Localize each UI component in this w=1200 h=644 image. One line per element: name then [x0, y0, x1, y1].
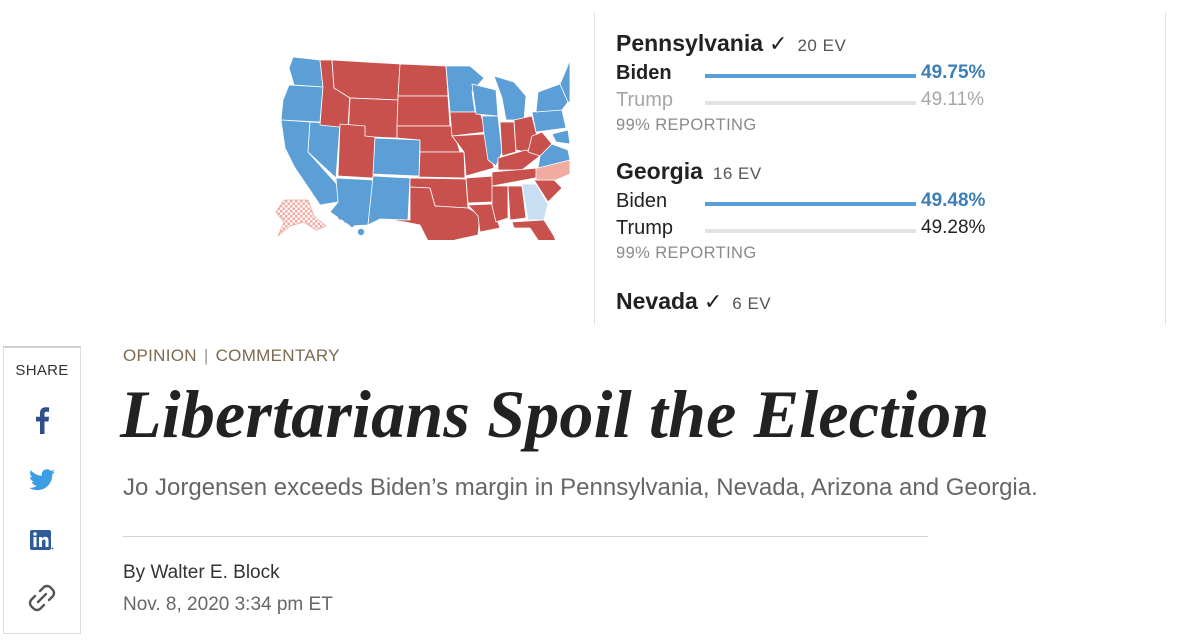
- candidate-name: Biden: [616, 190, 668, 212]
- candidate-row-biden: Biden 49.48%: [616, 188, 1016, 215]
- candidate-name: Biden: [616, 62, 672, 84]
- vote-share-bar: [705, 101, 916, 105]
- facebook-icon: [36, 407, 50, 434]
- reporting-status: 99% REPORTING: [616, 244, 757, 262]
- state-texas[interactable]: [387, 186, 481, 240]
- state-south-dakota[interactable]: [396, 95, 451, 127]
- candidate-row-biden: Biden 49.75%: [616, 60, 1016, 87]
- called-check-icon: ✓: [769, 31, 788, 56]
- vote-share-bar: [705, 74, 916, 78]
- us-election-map[interactable]: [270, 40, 570, 240]
- vote-share-percent: 49.28%: [921, 217, 986, 238]
- linkedin-icon: [30, 530, 54, 550]
- reporting-status: 99% REPORTING: [616, 116, 757, 134]
- state-wisconsin[interactable]: [471, 83, 499, 117]
- state-pennsylvania[interactable]: [531, 109, 567, 133]
- share-twitter-button[interactable]: [4, 458, 80, 502]
- race-georgia[interactable]: Georgia 16 EV Biden 49.48% Trump 49.28% …: [616, 158, 1016, 263]
- header-divider: [123, 536, 928, 537]
- state-michigan[interactable]: [493, 75, 527, 121]
- state-indiana[interactable]: [499, 121, 517, 157]
- section-link-commentary[interactable]: COMMENTARY: [215, 346, 340, 365]
- state-alaska[interactable]: [275, 199, 327, 237]
- vote-share-bar: [705, 229, 916, 233]
- vote-share-percent: 49.48%: [921, 190, 986, 211]
- called-check-icon: ✓: [703, 289, 723, 314]
- section-separator: |: [203, 346, 209, 365]
- candidate-name: Trump: [616, 217, 674, 239]
- state-new-england[interactable]: [559, 59, 570, 103]
- article-dek: Jo Jorgensen exceeds Biden’s margin in P…: [123, 474, 1038, 501]
- state-name: Georgia: [616, 158, 703, 184]
- vote-share-percent: 49.11%: [921, 89, 985, 110]
- state-utah[interactable]: [337, 123, 376, 179]
- section-link-opinion[interactable]: OPINION: [123, 346, 197, 365]
- electoral-votes: 20 EV: [797, 36, 847, 55]
- share-rail: SHARE: [3, 346, 81, 634]
- race-nevada[interactable]: Nevada ✓ 6 EV: [616, 288, 1016, 325]
- candidate-row-trump: Trump 49.28%: [616, 215, 1016, 242]
- state-iowa[interactable]: [449, 111, 487, 137]
- copy-link-button[interactable]: [4, 576, 80, 620]
- vote-share-bar: [705, 202, 916, 206]
- state-florida[interactable]: [511, 219, 562, 240]
- section-label: OPINION | COMMENTARY: [123, 346, 340, 366]
- state-arkansas[interactable]: [465, 175, 495, 204]
- state-north-dakota[interactable]: [397, 63, 449, 97]
- state-washington[interactable]: [288, 56, 324, 88]
- byline[interactable]: By Walter E. Block: [123, 562, 280, 583]
- state-new-mexico[interactable]: [367, 175, 411, 226]
- state-kentucky[interactable]: [497, 149, 541, 171]
- vote-share-percent: 49.75%: [921, 62, 986, 83]
- state-maryland[interactable]: [551, 129, 570, 145]
- race-pennsylvania[interactable]: Pennsylvania ✓ 20 EV Biden 49.75% Trump …: [616, 30, 1016, 135]
- state-virginia[interactable]: [537, 143, 570, 169]
- state-louisiana[interactable]: [467, 203, 501, 233]
- candidate-row-trump: Trump 49.11%: [616, 87, 1016, 114]
- state-mississippi[interactable]: [491, 185, 509, 223]
- electoral-votes: 16 EV: [712, 164, 762, 183]
- share-facebook-button[interactable]: [4, 398, 80, 442]
- state-new-york[interactable]: [535, 83, 569, 113]
- state-hawaii[interactable]: [338, 216, 365, 236]
- candidate-name: Trump: [616, 89, 674, 111]
- article-headline: Libertarians Spoil the Election: [120, 376, 990, 452]
- share-label: SHARE: [15, 362, 69, 379]
- twitter-icon: [29, 469, 55, 491]
- state-illinois[interactable]: [481, 115, 503, 167]
- results-panel[interactable]: Pennsylvania ✓ 20 EV Biden 49.75% Trump …: [594, 12, 1166, 325]
- state-name: Pennsylvania: [616, 30, 764, 56]
- state-georgia[interactable]: [521, 183, 549, 221]
- state-kansas[interactable]: [418, 151, 466, 179]
- state-missouri[interactable]: [451, 133, 495, 177]
- link-icon: [28, 584, 56, 612]
- publish-date: Nov. 8, 2020 3:34 pm ET: [123, 594, 333, 615]
- electoral-votes: 6 EV: [732, 294, 772, 313]
- share-linkedin-button[interactable]: [4, 518, 80, 562]
- state-alabama[interactable]: [507, 185, 527, 221]
- state-name: Nevada: [616, 288, 698, 314]
- state-oregon[interactable]: [280, 84, 324, 123]
- state-colorado[interactable]: [372, 137, 421, 177]
